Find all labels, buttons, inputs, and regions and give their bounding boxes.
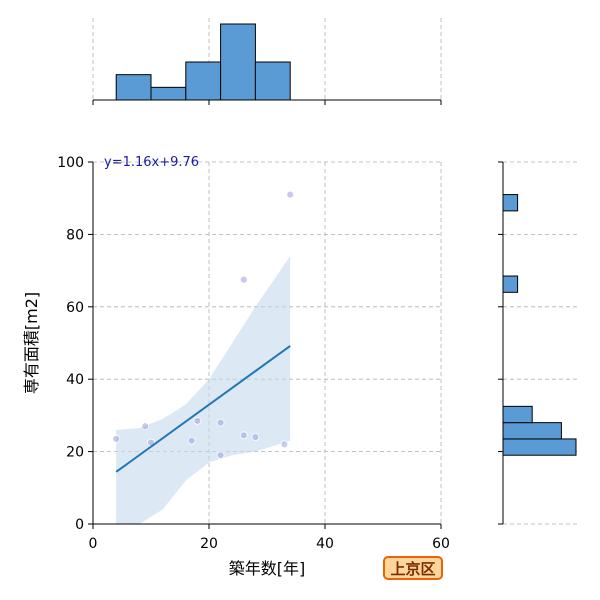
top-hist-bar (254, 61, 291, 101)
right-hist-bar (502, 405, 533, 424)
y-axis-title: 専有面積[m2] (22, 292, 41, 394)
right-hist-bar (502, 438, 577, 456)
scatter-point (286, 190, 295, 199)
scatter-point (141, 422, 150, 431)
ward-badge: 上京区 (383, 556, 443, 580)
x-tick-label: 0 (89, 536, 98, 552)
right-hist-bar (502, 275, 519, 293)
x-tick-label: 20 (200, 536, 218, 552)
scatter-point (216, 451, 225, 460)
right-hist-bar (502, 194, 519, 212)
scatter-point (239, 431, 248, 440)
scatter-point (239, 275, 248, 284)
scatter-point (187, 436, 196, 445)
top-hist-bar (220, 23, 256, 101)
x-axis-title: 築年数[年] (229, 559, 306, 578)
confidence-band (116, 256, 291, 524)
regression-line (115, 345, 291, 473)
regression-equation: y=1.16x+9.76 (104, 155, 199, 170)
x-tick-label: 40 (316, 536, 334, 552)
y-tick-label: 80 (66, 227, 84, 243)
y-tick-label: 40 (66, 372, 84, 388)
scatter-point (193, 416, 202, 425)
top-hist-bar (150, 86, 187, 101)
y-tick-label: 100 (57, 155, 84, 171)
right-hist-bar (502, 422, 562, 440)
scatter-point (251, 433, 260, 442)
scatter-point (216, 418, 225, 427)
top-hist-bar (185, 61, 222, 101)
y-tick-label: 60 (66, 300, 84, 316)
y-tick-label: 0 (75, 517, 84, 533)
scatter-point (280, 440, 289, 449)
x-tick-label: 60 (432, 536, 450, 552)
top-hist-bar (115, 74, 152, 101)
scatter-point (112, 435, 121, 443)
y-tick-label: 20 (66, 445, 84, 461)
